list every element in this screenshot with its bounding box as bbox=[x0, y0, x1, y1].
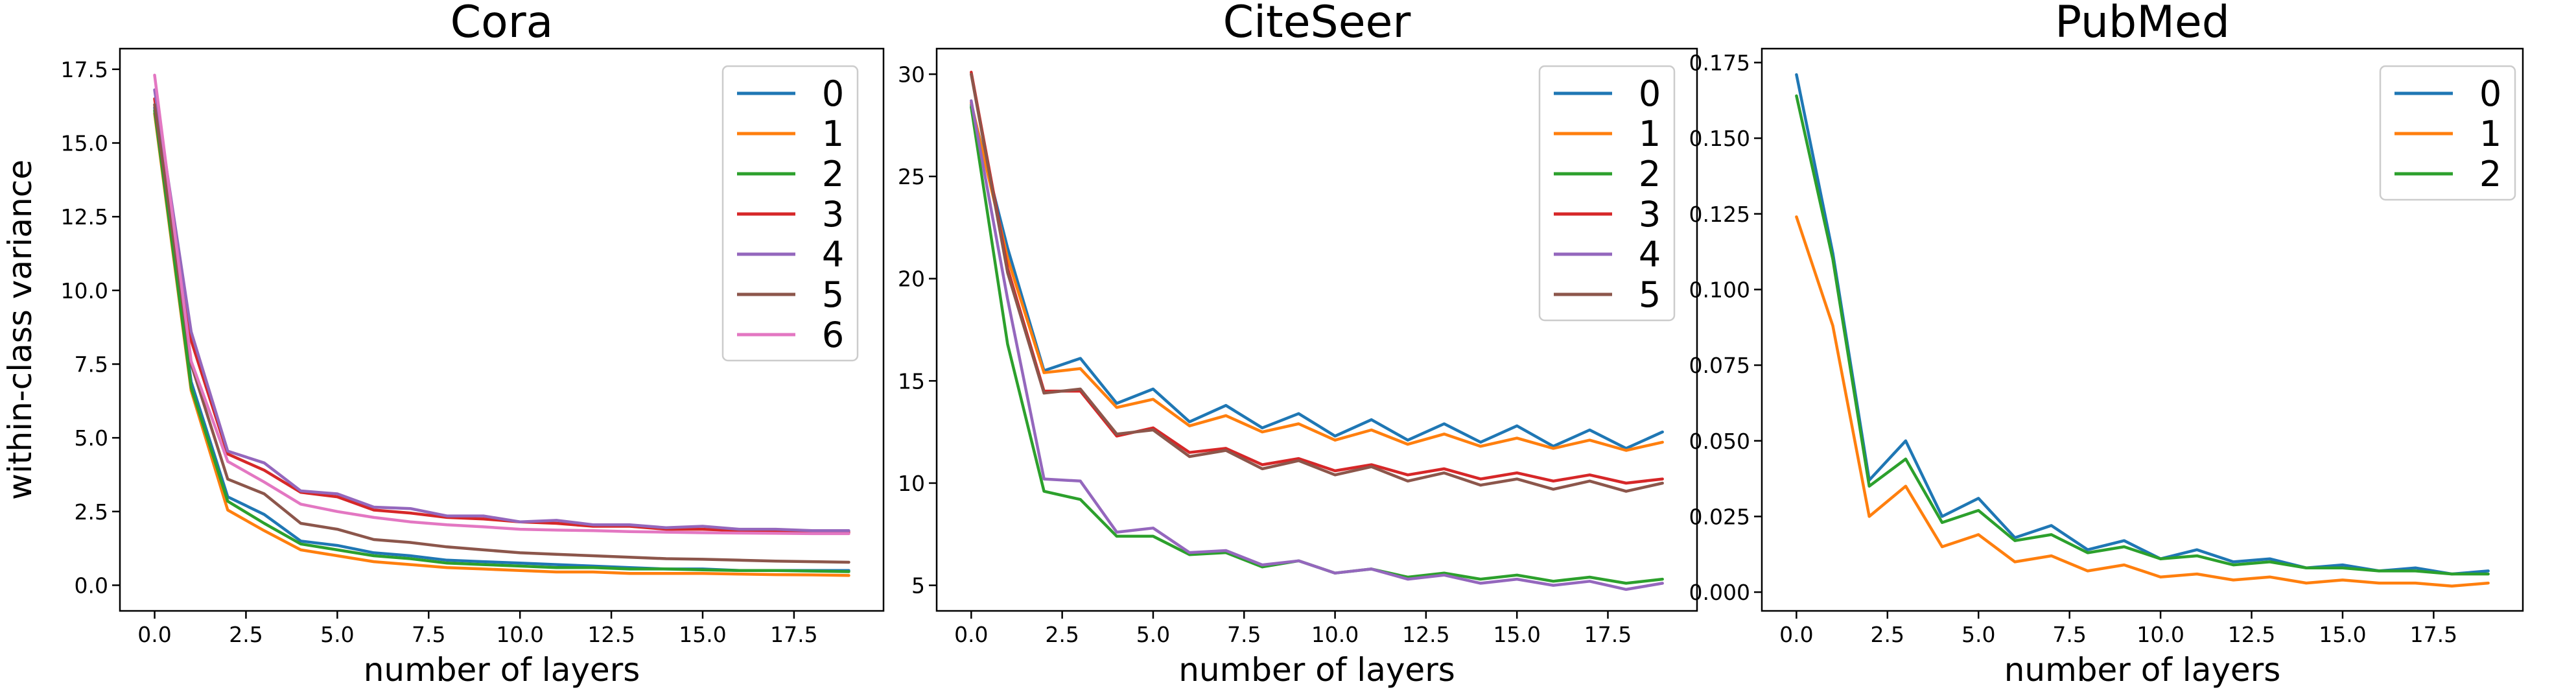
x-tick-label: 7.5 bbox=[1227, 622, 1261, 647]
y-tick-label: 17.5 bbox=[61, 57, 108, 82]
x-tick-label: 10.0 bbox=[496, 622, 543, 647]
x-tick-label: 5.0 bbox=[1136, 622, 1170, 647]
x-tick-label: 12.5 bbox=[2228, 622, 2275, 647]
x-tick-label: 7.5 bbox=[412, 622, 445, 647]
y-tick-label: 0.100 bbox=[1689, 277, 1750, 302]
chart-panel-cora: 0.0 2.5 5.0 7.5 10.0 12.5 15.0 17.5 0.0 2.5 5.0 7.5… bbox=[1, 0, 885, 689]
y-tick-label: 2.5 bbox=[75, 499, 108, 525]
series-line-1 bbox=[1795, 215, 2490, 588]
legend-label: 0 bbox=[822, 73, 844, 114]
legend-label: 0 bbox=[2479, 73, 2501, 114]
series-lines bbox=[153, 73, 850, 577]
legend-label: 2 bbox=[2479, 154, 2501, 195]
axes-frame bbox=[119, 47, 885, 612]
y-tick-label: 20 bbox=[898, 267, 925, 292]
legend-label: 5 bbox=[1639, 274, 1661, 315]
y-tick-label: 15 bbox=[898, 368, 925, 394]
legend-label: 2 bbox=[822, 154, 844, 195]
y-tick-label: 5 bbox=[911, 573, 925, 599]
x-tick-label: 0.0 bbox=[137, 622, 171, 647]
series-line-1 bbox=[970, 101, 1664, 452]
y-axis-label: within-class variance bbox=[1, 160, 39, 500]
x-tick-label: 17.5 bbox=[2410, 622, 2457, 647]
y-tick-label: 0.0 bbox=[75, 573, 108, 598]
y-tick-label: 10 bbox=[898, 471, 925, 496]
legend-label: 1 bbox=[822, 113, 844, 154]
y-tick-label: 0.025 bbox=[1689, 504, 1750, 529]
legend-label: 4 bbox=[1639, 234, 1661, 275]
y-tick-label: 0.150 bbox=[1689, 126, 1750, 151]
x-tick-label: 5.0 bbox=[320, 622, 354, 647]
series-line-2 bbox=[1795, 94, 2490, 576]
x-tick-label: 5.0 bbox=[1961, 622, 1995, 647]
x-tick-label: 15.0 bbox=[679, 622, 726, 647]
x-tick-label: 2.5 bbox=[1871, 622, 1904, 647]
series-line-5 bbox=[153, 103, 850, 564]
chart-title: Cora bbox=[451, 0, 554, 48]
x-tick-label: 12.5 bbox=[1402, 622, 1449, 647]
series-lines bbox=[970, 71, 1664, 591]
x-tick-label: 7.5 bbox=[2052, 622, 2086, 647]
series-line-5 bbox=[970, 73, 1664, 493]
legend: 012 bbox=[2379, 65, 2516, 201]
series-line-1 bbox=[153, 112, 850, 577]
x-tick-label: 15.0 bbox=[1493, 622, 1540, 647]
y-tick-label: 7.5 bbox=[75, 351, 108, 377]
legend-label: 5 bbox=[822, 274, 844, 315]
y-tick-label: 5.0 bbox=[75, 425, 108, 451]
x-axis-label: number of layers bbox=[2004, 651, 2281, 689]
chart-title: PubMed bbox=[2055, 0, 2230, 48]
x-tick-label: 2.5 bbox=[229, 622, 263, 647]
y-tick-label: 12.5 bbox=[61, 204, 108, 230]
x-tick-label: 10.0 bbox=[1311, 622, 1359, 647]
y-tick-label: 0.075 bbox=[1689, 353, 1750, 378]
x-tick-label: 17.5 bbox=[770, 622, 817, 647]
axes-frame bbox=[935, 47, 1698, 612]
x-tick-label: 15.0 bbox=[2319, 622, 2366, 647]
series-line-4 bbox=[153, 88, 850, 532]
series-line-0 bbox=[970, 103, 1664, 450]
chart-panel-pubmed: 0.0 2.5 5.0 7.5 10.0 12.5 15.0 17.5 0.000 0.025 0.… bbox=[1689, 0, 2524, 689]
legend-box bbox=[1538, 65, 1676, 322]
x-axis-label: number of layers bbox=[1178, 651, 1455, 689]
legend-label: 2 bbox=[1639, 154, 1661, 195]
y-tick-label: 0.050 bbox=[1689, 429, 1750, 454]
y-tick-label: 10.0 bbox=[61, 278, 108, 303]
y-tick-label: 0.125 bbox=[1689, 202, 1750, 227]
legend-label: 0 bbox=[1639, 73, 1661, 114]
series-line-4 bbox=[970, 99, 1664, 591]
y-tick-label: 25 bbox=[898, 164, 925, 189]
series-line-2 bbox=[153, 109, 850, 573]
x-tick-label: 0.0 bbox=[954, 622, 988, 647]
series-line-6 bbox=[153, 73, 850, 536]
y-tick-label: 0.000 bbox=[1689, 580, 1750, 605]
x-tick-label: 10.0 bbox=[2137, 622, 2184, 647]
y-tick-label: 30 bbox=[898, 62, 925, 87]
chart-title: CiteSeer bbox=[1223, 0, 1411, 48]
axes-frame bbox=[1761, 47, 2524, 612]
x-tick-label: 2.5 bbox=[1045, 622, 1079, 647]
x-tick-label: 0.0 bbox=[1779, 622, 1813, 647]
x-tick-label: 12.5 bbox=[587, 622, 635, 647]
legend-label: 6 bbox=[822, 315, 844, 355]
x-axis-label: number of layers bbox=[364, 651, 640, 689]
series-lines bbox=[1795, 73, 2490, 588]
x-tick-label: 17.5 bbox=[1584, 622, 1632, 647]
series-line-3 bbox=[153, 97, 850, 534]
legend-label: 1 bbox=[2479, 113, 2501, 154]
legend-label: 4 bbox=[822, 234, 844, 275]
legend-label: 1 bbox=[1639, 113, 1661, 154]
y-tick-label: 15.0 bbox=[61, 130, 108, 156]
y-tick-label: 0.175 bbox=[1689, 50, 1750, 75]
legend-label: 3 bbox=[822, 194, 844, 235]
legend-label: 3 bbox=[1639, 194, 1661, 235]
chart-panel-citeseer: 0.0 2.5 5.0 7.5 10.0 12.5 15.0 17.551015202530C… bbox=[898, 0, 1698, 689]
